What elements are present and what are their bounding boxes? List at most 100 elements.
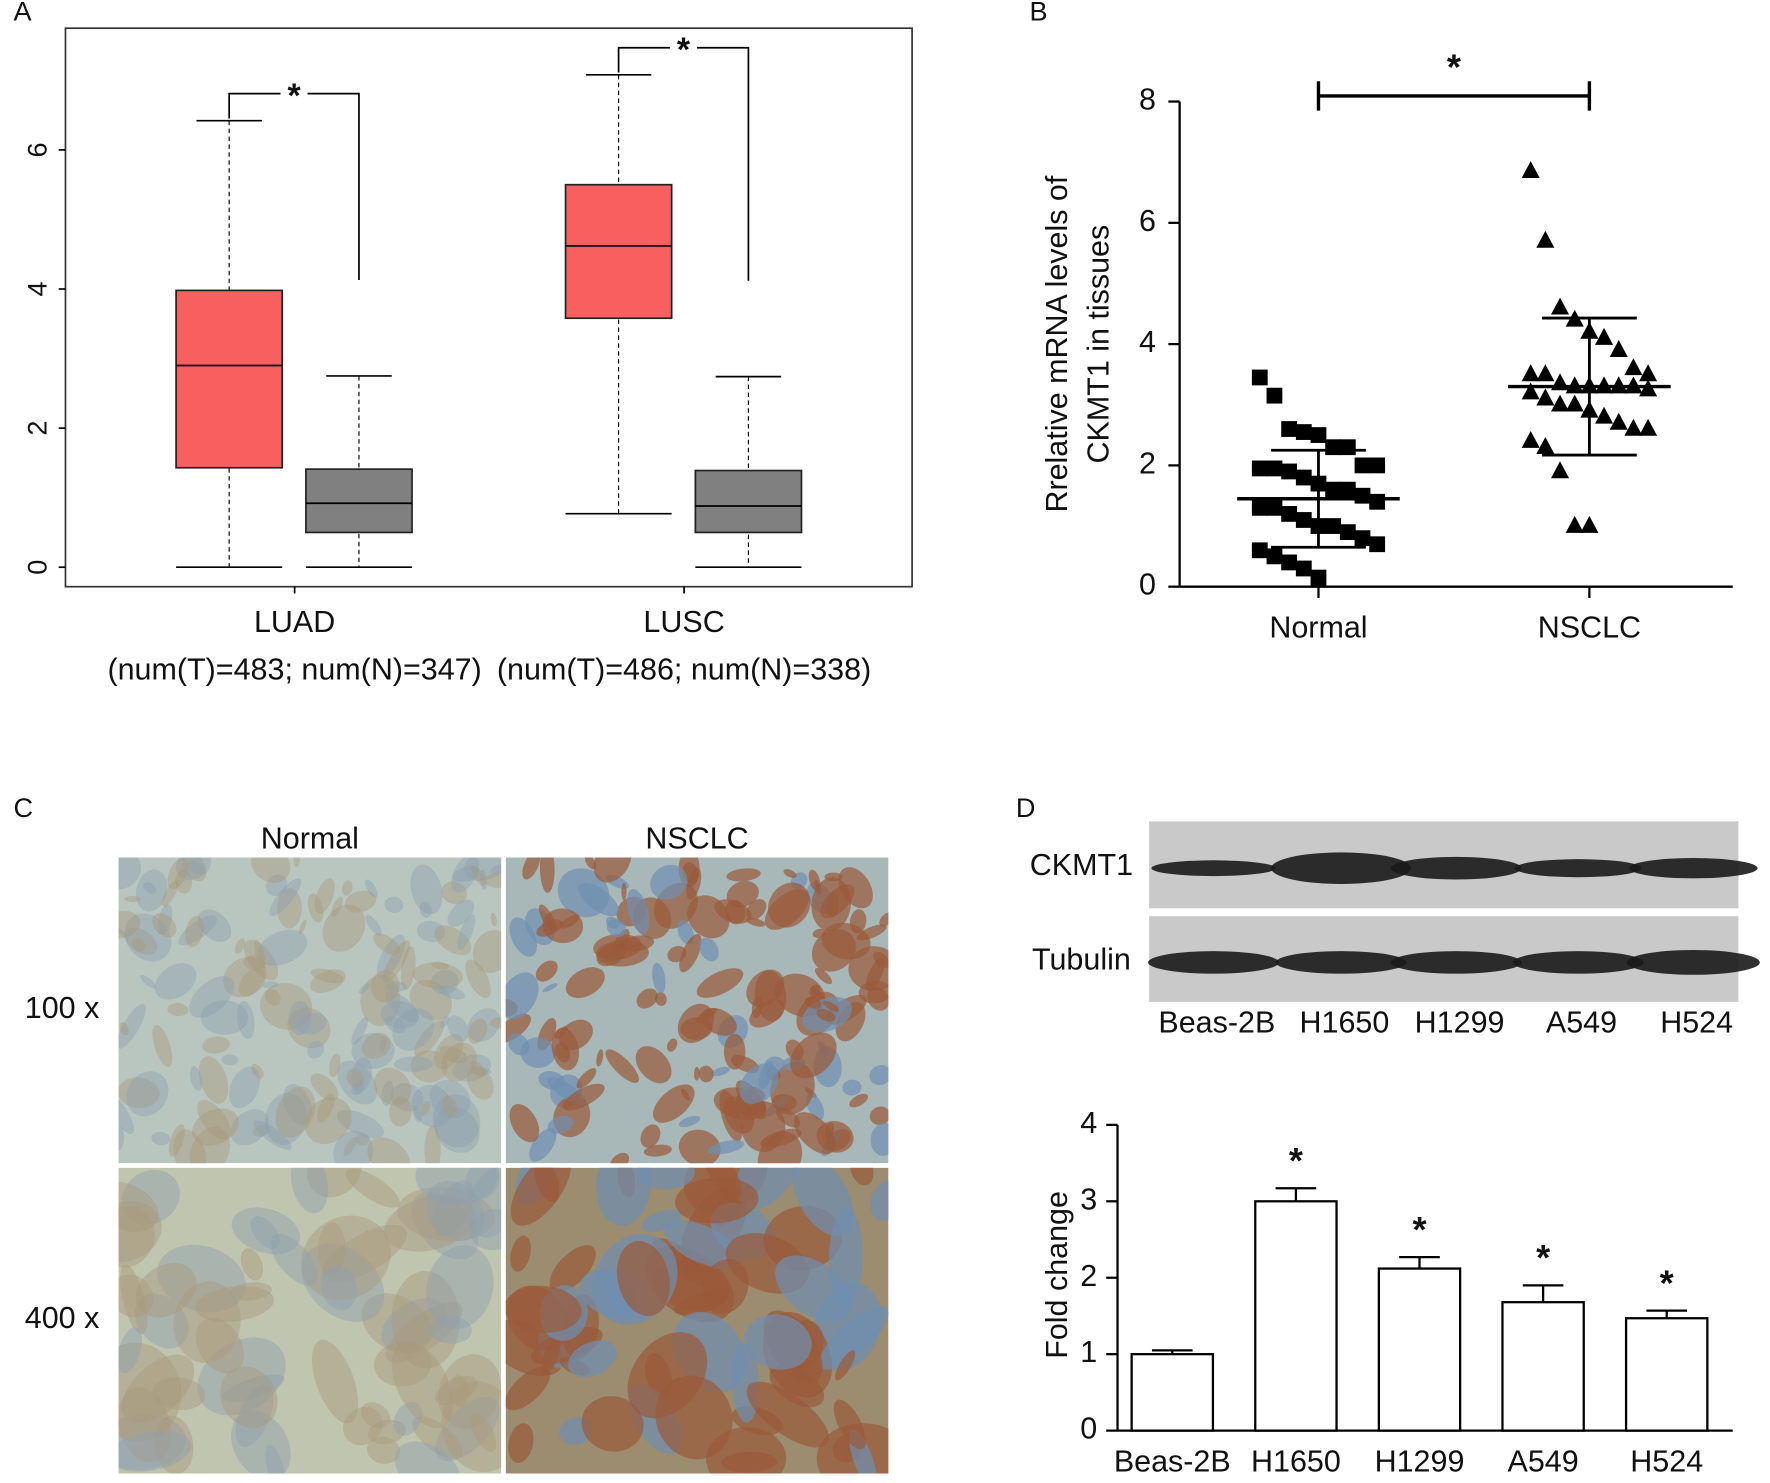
tissue bbox=[424, 1125, 441, 1164]
tissue bbox=[253, 1120, 292, 1150]
tissue bbox=[118, 1342, 182, 1442]
y-tick-label: 2 bbox=[22, 421, 53, 436]
tissue bbox=[414, 1020, 445, 1057]
point bbox=[1281, 506, 1298, 522]
tissue bbox=[438, 985, 465, 1000]
significance-star: * bbox=[1536, 1237, 1551, 1278]
tissue bbox=[262, 981, 279, 989]
tissue bbox=[124, 913, 172, 962]
tissue bbox=[168, 1124, 185, 1157]
tissue bbox=[202, 1036, 230, 1054]
point bbox=[1354, 487, 1371, 504]
tissue bbox=[578, 882, 619, 917]
tissue bbox=[298, 919, 307, 935]
tissue bbox=[416, 920, 446, 942]
tissue bbox=[389, 1096, 412, 1127]
tissue bbox=[220, 1366, 278, 1429]
tissue bbox=[186, 860, 206, 875]
tissue bbox=[411, 1192, 479, 1260]
tissue bbox=[470, 865, 486, 886]
tissue bbox=[463, 857, 502, 881]
blot-band bbox=[1390, 856, 1522, 880]
point bbox=[1295, 469, 1312, 486]
point bbox=[1369, 536, 1386, 553]
tissue bbox=[309, 969, 346, 993]
tissue bbox=[381, 1080, 394, 1107]
point bbox=[1565, 394, 1584, 412]
micrograph bbox=[118, 857, 502, 1164]
significance-star: * bbox=[1660, 1262, 1675, 1303]
tissue bbox=[490, 1017, 502, 1029]
tissue bbox=[185, 915, 204, 948]
y-tick-label: 4 bbox=[1139, 325, 1156, 359]
tissue bbox=[337, 1060, 378, 1105]
tissue bbox=[790, 1032, 837, 1079]
tissue bbox=[726, 881, 759, 908]
tissue bbox=[230, 1109, 269, 1146]
tissue bbox=[275, 1086, 316, 1138]
y-tick-label: 6 bbox=[1139, 204, 1156, 238]
lane-label: Beas-2B bbox=[1158, 1005, 1275, 1039]
tissue bbox=[834, 1350, 856, 1381]
tissue bbox=[593, 857, 632, 883]
tissue bbox=[307, 1040, 325, 1059]
tissue bbox=[293, 857, 301, 868]
blot-band bbox=[1390, 951, 1522, 974]
tissue bbox=[161, 879, 179, 907]
tissue bbox=[739, 1063, 779, 1105]
micrograph bbox=[505, 857, 889, 1164]
tissue bbox=[257, 929, 308, 966]
tissue bbox=[252, 1125, 271, 1137]
tissue bbox=[254, 939, 266, 969]
tissue bbox=[157, 904, 173, 935]
blot-row-label: CKMT1 bbox=[1030, 848, 1133, 882]
tissue bbox=[850, 1167, 874, 1186]
point bbox=[1551, 394, 1570, 412]
x-tick-label: H1650 bbox=[1251, 1444, 1341, 1478]
tissue bbox=[505, 972, 539, 1020]
tissue bbox=[596, 1049, 604, 1067]
tissue bbox=[154, 1415, 194, 1474]
tissue bbox=[397, 1187, 495, 1242]
tissue bbox=[231, 1410, 291, 1474]
tissue bbox=[472, 930, 502, 974]
tissue bbox=[320, 1265, 358, 1311]
tissue bbox=[243, 939, 279, 981]
tissue bbox=[534, 1167, 560, 1203]
point bbox=[1551, 461, 1570, 479]
tissue bbox=[438, 1354, 501, 1429]
point bbox=[1266, 387, 1283, 404]
y-tick-label: 0 bbox=[1080, 1412, 1097, 1446]
tissue bbox=[118, 1126, 125, 1152]
blot-band bbox=[1151, 860, 1276, 877]
tissue bbox=[642, 1209, 682, 1233]
significance-bracket bbox=[228, 92, 360, 281]
tissue bbox=[693, 1066, 700, 1081]
tissue bbox=[509, 917, 538, 957]
plot-frame bbox=[64, 27, 913, 588]
blot-band bbox=[1628, 858, 1758, 879]
point bbox=[1639, 418, 1658, 436]
tissue bbox=[321, 1224, 407, 1283]
tissue bbox=[343, 1137, 357, 1157]
tissue bbox=[394, 1441, 461, 1474]
panel-label: C bbox=[14, 792, 34, 823]
tissue bbox=[382, 940, 411, 983]
tissue bbox=[565, 967, 605, 999]
point bbox=[1281, 463, 1298, 480]
tissue bbox=[468, 1167, 502, 1238]
tissue bbox=[243, 955, 265, 971]
tissue bbox=[429, 1079, 471, 1119]
tissue bbox=[432, 1179, 474, 1237]
tissue bbox=[365, 879, 378, 898]
tissue bbox=[698, 1065, 714, 1083]
tissue bbox=[118, 1200, 162, 1263]
tissue bbox=[529, 1128, 557, 1162]
tissue bbox=[120, 1264, 148, 1335]
tissue bbox=[535, 960, 558, 982]
tissue bbox=[562, 1083, 605, 1111]
panel-label: A bbox=[14, 0, 33, 27]
point bbox=[1339, 481, 1356, 498]
tissue bbox=[699, 1167, 742, 1200]
box bbox=[175, 289, 284, 469]
